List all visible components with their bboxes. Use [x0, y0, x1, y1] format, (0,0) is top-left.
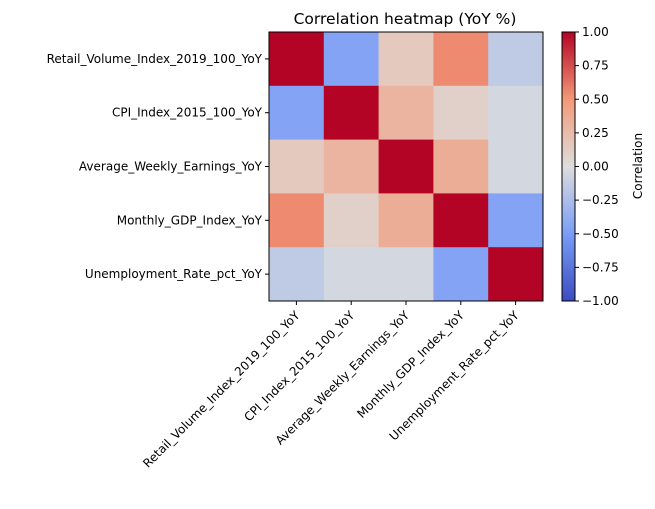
heatmap-cell — [378, 193, 434, 248]
colorbar-tick-label: −1.00 — [582, 294, 619, 308]
colorbar-tick-label: −0.50 — [582, 227, 619, 241]
heatmap-cell — [378, 85, 434, 141]
heatmap-cell — [433, 32, 489, 87]
heatmap-cell — [433, 193, 489, 248]
heatmap-cell — [269, 247, 325, 302]
heatmap-cell — [378, 32, 434, 87]
colorbar-tick-label: 0.50 — [582, 92, 609, 106]
colorbar-tick-label: 0.00 — [582, 160, 609, 174]
y-tick-label: Retail_Volume_Index_2019_100_YoY — [47, 52, 263, 66]
heatmap-cell — [488, 32, 544, 87]
heatmap-cell — [323, 139, 380, 194]
x-tick-label: CPI_Index_2015_100_YoY — [241, 308, 357, 424]
colorbar-tick-label: −0.25 — [582, 193, 619, 207]
heatmap-cell — [433, 85, 489, 141]
heatmap-cell — [488, 139, 544, 194]
y-axis-ticks: Retail_Volume_Index_2019_100_YoY CPI_Inde… — [47, 52, 269, 281]
heatmap-cell — [323, 85, 380, 141]
heatmap-cell — [269, 193, 325, 248]
colorbar-tick-label: 1.00 — [582, 25, 609, 39]
y-tick-label: CPI_Index_2015_100_YoY — [112, 106, 263, 120]
heatmap-cell — [269, 85, 325, 141]
heatmap-cell — [433, 139, 489, 194]
y-tick-label: Average_Weekly_Earnings_YoY — [79, 160, 263, 174]
heatmap-cell — [378, 139, 434, 194]
heatmap-cell — [269, 139, 325, 194]
heatmap-cell — [488, 193, 544, 248]
x-tick-label: Monthly_GDP_Index_YoY — [354, 308, 467, 421]
y-tick-label: Unemployment_Rate_pct_YoY — [85, 267, 263, 281]
heatmap-cell — [488, 85, 544, 141]
colorbar-tick-label: 0.75 — [582, 59, 609, 73]
heatmap-cell — [378, 247, 434, 302]
colorbar-tick-label: −0.75 — [582, 260, 619, 274]
y-tick-label: Monthly_GDP_Index_YoY — [117, 213, 263, 227]
heatmap-cell — [433, 247, 489, 302]
heatmap-cell — [269, 32, 325, 87]
colorbar: 1.00 0.75 0.50 0.25 0.00 −0.25 −0.50 −0.75 −1.00 — [561, 25, 619, 308]
x-axis-ticks: Retail_Volume_Index_2019_100_YoYCPI_Inde… — [140, 301, 522, 470]
heatmap-cell — [323, 247, 380, 302]
colorbar-tick-label: 0.25 — [582, 126, 609, 140]
heatmap-cells — [269, 32, 544, 302]
heatmap-cell — [488, 247, 544, 302]
colorbar-label: Correlation — [631, 133, 645, 199]
colorbar-gradient — [561, 31, 576, 302]
heatmap-cell — [323, 32, 380, 87]
chart-title: Correlation heatmap (YoY %) — [294, 10, 517, 28]
heatmap-cell — [323, 193, 380, 248]
